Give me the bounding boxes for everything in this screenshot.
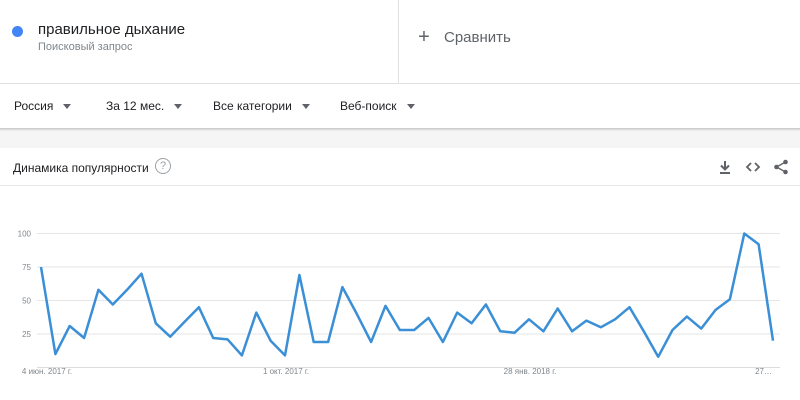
chevron-down-icon (406, 103, 415, 109)
download-icon[interactable] (716, 158, 734, 176)
search-term-card[interactable]: правильное дыхание Поисковый запрос (0, 0, 399, 84)
series-line[interactable] (39, 232, 775, 359)
x-tick-label: 27… (755, 367, 772, 376)
y-tick-label: 50 (22, 297, 31, 306)
filter-region[interactable]: Россия (14, 99, 72, 113)
filter-search-type-label: Веб-поиск (340, 99, 397, 113)
y-tick-label: 100 (18, 230, 32, 239)
chevron-down-icon (63, 103, 72, 109)
filter-time-range-label: За 12 мес. (106, 99, 165, 113)
filter-bar-divider (0, 128, 800, 131)
share-icon[interactable] (772, 158, 790, 176)
interest-over-time-card: Динамика популярности ? (0, 148, 800, 400)
card-title: Динамика популярности (13, 161, 149, 175)
term-bar: правильное дыхание Поисковый запрос + Ср… (0, 0, 800, 84)
chevron-down-icon (174, 103, 183, 109)
term-color-dot (12, 26, 23, 37)
compare-label: Сравнить (444, 28, 511, 46)
compare-button[interactable]: + Сравнить (414, 27, 511, 47)
x-tick-label: 28 янв. 2018 г. (504, 367, 557, 376)
plus-icon: + (418, 26, 430, 48)
filter-category-label: Все категории (213, 99, 292, 113)
help-icon[interactable]: ? (155, 158, 171, 174)
filter-search-type[interactable]: Веб-поиск (340, 99, 415, 113)
section-gap (0, 131, 800, 151)
filter-bar (0, 84, 800, 130)
search-term-subtitle: Поисковый запрос (38, 41, 133, 53)
search-term-title[interactable]: правильное дыхание (38, 21, 186, 38)
x-tick-label: 1 окт. 2017 г. (263, 367, 309, 376)
filter-region-label: Россия (14, 99, 54, 113)
y-tick-label: 75 (22, 263, 31, 272)
filter-time-range[interactable]: За 12 мес. (106, 99, 183, 113)
y-tick-label: 25 (22, 330, 31, 339)
chevron-down-icon (301, 103, 310, 109)
embed-icon[interactable] (744, 158, 762, 176)
filter-category[interactable]: Все категории (213, 99, 310, 113)
interest-over-time-chart: 25 50 75 100 4 июн. 2017 г. 1 окт. 2017 г. 28 … (18, 230, 780, 376)
card-header: Динамика популярности ? (0, 148, 800, 186)
x-tick-label: 4 июн. 2017 г. (22, 367, 72, 376)
